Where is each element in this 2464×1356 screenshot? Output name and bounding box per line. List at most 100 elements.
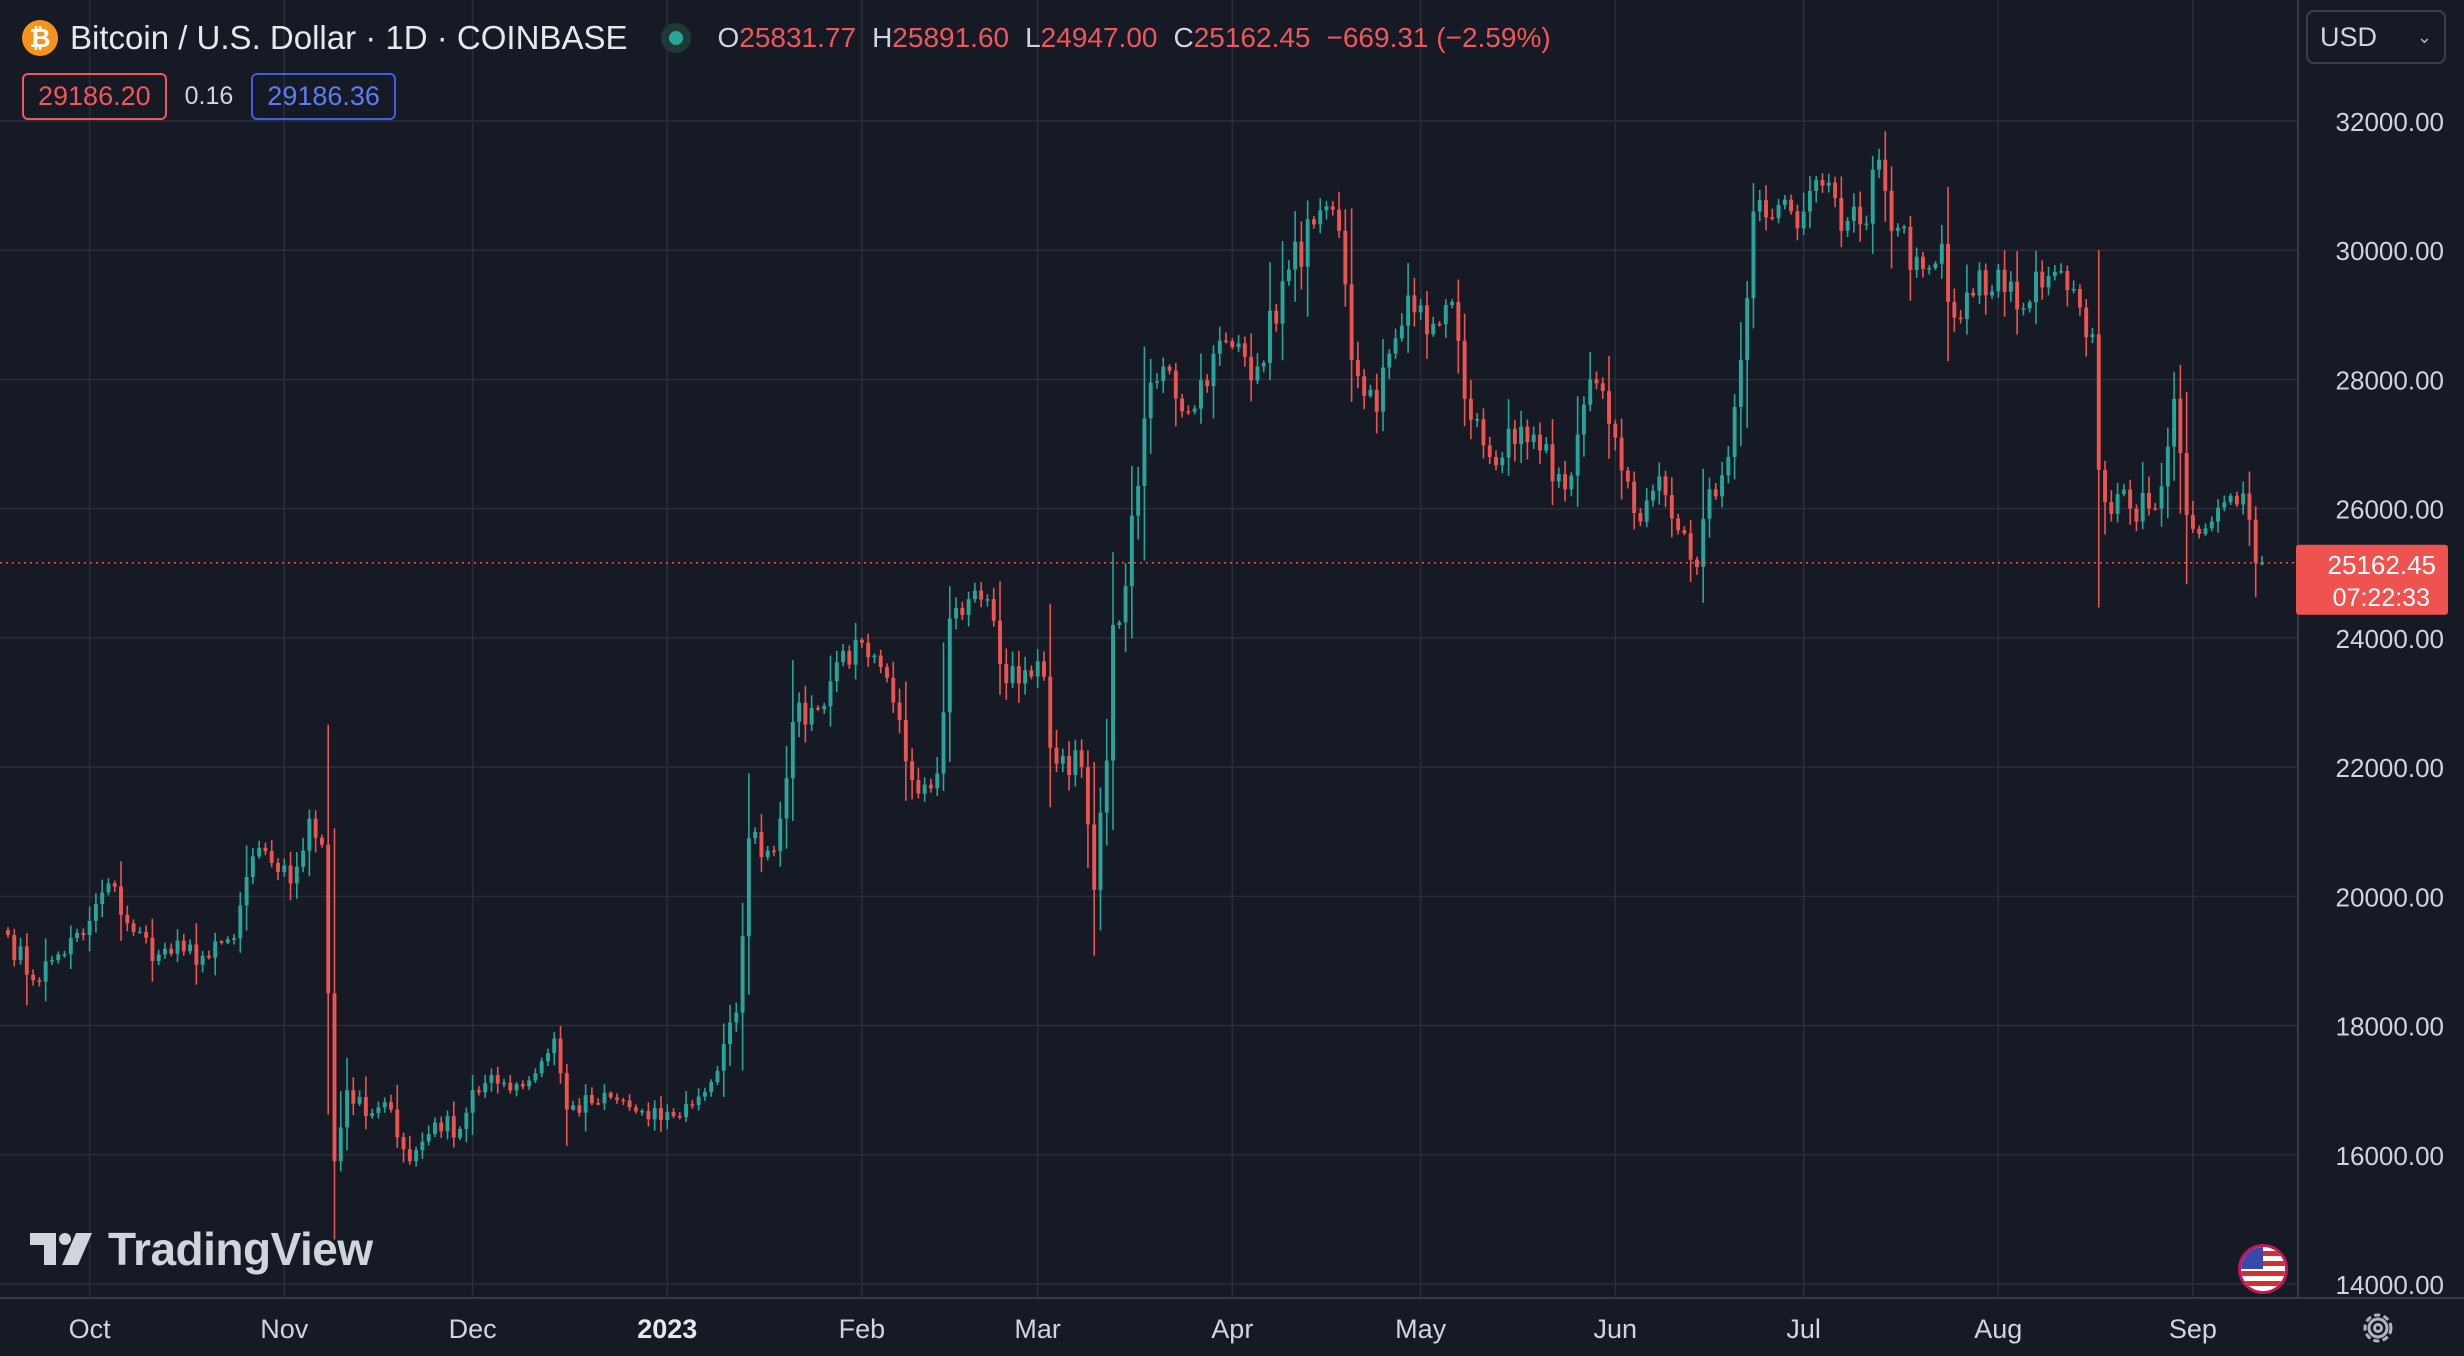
- candle-body: [2021, 308, 2026, 310]
- candle-body: [947, 618, 952, 713]
- candle-body: [1707, 489, 1712, 519]
- candle-body: [916, 780, 921, 794]
- candle-body: [1732, 406, 1737, 457]
- tradingview-logo[interactable]: TradingView: [30, 1222, 373, 1276]
- trade-buttons: 29186.20 0.16 29186.36: [22, 70, 396, 122]
- candle-body: [1129, 515, 1134, 587]
- candle-body: [822, 706, 827, 709]
- candle-body: [414, 1150, 419, 1162]
- candle-body: [1224, 340, 1228, 343]
- candle-body: [225, 939, 230, 943]
- market-open-dot-icon[interactable]: [661, 23, 692, 53]
- candle-body: [502, 1082, 506, 1085]
- candle-body: [1406, 295, 1411, 326]
- candle-body: [2065, 271, 2070, 291]
- candle-body: [734, 1012, 739, 1023]
- time-tick-label: 2023: [637, 1314, 697, 1344]
- candle-body: [885, 667, 889, 678]
- candle-body: [420, 1141, 425, 1151]
- candle-body: [244, 876, 249, 906]
- candle-body: [972, 590, 977, 600]
- candle-body: [2216, 507, 2220, 522]
- candle-body: [1512, 428, 1517, 445]
- candle-body: [514, 1084, 519, 1091]
- candle-body: [2140, 492, 2145, 522]
- currency-selector[interactable]: USD ⌄: [2306, 10, 2446, 64]
- candle-body: [269, 851, 274, 863]
- candle-body: [539, 1061, 544, 1074]
- candle-body: [671, 1111, 676, 1117]
- candle-body: [1343, 230, 1348, 285]
- candle-body: [652, 1108, 657, 1120]
- sell-price-button[interactable]: 29186.20: [22, 72, 167, 120]
- candle-body: [1368, 389, 1373, 396]
- candle-body: [1023, 670, 1028, 684]
- candle-body: [1776, 204, 1781, 219]
- buy-price-button[interactable]: 29186.36: [251, 72, 396, 120]
- candle-body: [1757, 200, 1762, 212]
- candle-body: [1845, 220, 1850, 231]
- candle-body: [558, 1038, 563, 1074]
- candle-body: [1211, 353, 1216, 387]
- candle-body: [1205, 380, 1210, 387]
- ohlc-low: L24947.00: [1025, 22, 1158, 53]
- candle-body: [659, 1108, 663, 1121]
- candle-body: [1468, 398, 1473, 420]
- candle-body: [1694, 559, 1699, 567]
- candle-body: [715, 1070, 720, 1083]
- candle-body: [12, 935, 17, 961]
- candle-body: [746, 838, 751, 937]
- candle-body: [1494, 456, 1498, 466]
- candle-body: [200, 955, 205, 965]
- candle-body: [2103, 469, 2107, 503]
- candle-body: [1556, 474, 1561, 482]
- candle-body: [690, 1104, 695, 1106]
- candle-body: [1330, 206, 1335, 210]
- us-flag-icon[interactable]: [2238, 1244, 2288, 1294]
- candle-body: [31, 974, 36, 981]
- candle-body: [1242, 343, 1247, 357]
- candle-body: [1337, 209, 1341, 231]
- candle-body: [1123, 586, 1128, 623]
- candle-body: [1230, 341, 1235, 348]
- candle-body: [37, 980, 42, 982]
- candle-body: [903, 719, 908, 762]
- candle-body: [1035, 661, 1040, 677]
- candle-body: [62, 954, 67, 956]
- candle-body: [1864, 223, 1869, 226]
- candle-body: [753, 831, 758, 839]
- candle-body: [677, 1116, 682, 1118]
- candle-body: [2034, 271, 2038, 303]
- candle-body: [577, 1105, 582, 1113]
- candle-body: [929, 784, 933, 789]
- symbol-legend[interactable]: ₿ Bitcoin / U.S. Dollar · 1D · COINBASE …: [22, 14, 1551, 62]
- candle-body: [772, 850, 776, 853]
- candle-body: [1638, 512, 1643, 522]
- last-price-label: 25162.45: [2328, 550, 2436, 580]
- symbol-title[interactable]: Bitcoin / U.S. Dollar · 1D · COINBASE: [70, 19, 628, 56]
- candle-body: [1952, 301, 1957, 318]
- candle-body: [583, 1095, 588, 1113]
- candle-body: [389, 1102, 393, 1110]
- candle-body: [878, 655, 883, 668]
- candle-body: [137, 931, 142, 934]
- last-price-marker: 25162.45 07:22:33: [0, 544, 2448, 615]
- candle-body: [131, 923, 136, 932]
- time-tick-label: Jun: [1594, 1314, 1638, 1344]
- settings-gear-icon[interactable]: [2356, 1306, 2400, 1350]
- candle-body: [194, 944, 199, 965]
- last-price-tag: [2296, 544, 2448, 615]
- candle-body: [1324, 206, 1329, 211]
- candle-body: [847, 650, 852, 665]
- candle-body: [476, 1090, 481, 1093]
- candle-body: [401, 1137, 406, 1150]
- candle-body: [1770, 217, 1775, 219]
- candle-body: [1450, 301, 1455, 305]
- candle-body: [797, 702, 802, 722]
- candle-body: [276, 862, 280, 873]
- candle-body: [1136, 485, 1141, 516]
- candle-body: [470, 1090, 475, 1113]
- candle-body: [966, 599, 971, 615]
- candle-body: [1092, 824, 1097, 890]
